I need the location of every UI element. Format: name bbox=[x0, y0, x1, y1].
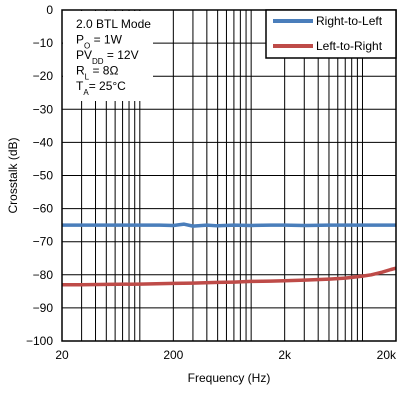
y-tick-label: −20 bbox=[33, 69, 54, 83]
x-tick-labels: 20 200 2k 20k bbox=[55, 348, 397, 362]
y-tick-label: 0 bbox=[46, 3, 53, 17]
series-line-2 bbox=[62, 266, 397, 287]
y-tick-label: −60 bbox=[33, 202, 54, 216]
x-tick-label: 20k bbox=[377, 348, 397, 362]
y-tick-label: −100 bbox=[26, 334, 53, 348]
legend-entry-2: Left-to-Right bbox=[316, 39, 383, 53]
y-tick-label: −90 bbox=[33, 301, 54, 315]
y-tick-labels: 0 −10 −20 −30 −40 −50 −60 −70 −80 −90 −100 bbox=[26, 3, 53, 348]
annotation-line: TA= 25°C bbox=[76, 79, 126, 97]
annotation-line: RL = 8Ω bbox=[76, 64, 118, 82]
x-tick-label: 200 bbox=[163, 348, 183, 362]
annotation-line: PVDD = 12V bbox=[76, 48, 139, 66]
annotation-background bbox=[63, 11, 153, 101]
x-axis-label: Frequency (Hz) bbox=[188, 371, 271, 385]
plot-frame bbox=[61, 9, 397, 342]
y-tick-label: −40 bbox=[33, 135, 54, 149]
legend-box bbox=[265, 9, 397, 59]
x-tick-label: 2k bbox=[278, 348, 292, 362]
series-line-1 bbox=[62, 222, 396, 228]
legend: Right-to-Left Left-to-Right bbox=[265, 9, 397, 59]
annotation-line: 2.0 BTL Mode bbox=[76, 17, 151, 31]
y-tick-label: −80 bbox=[33, 268, 54, 282]
x-tick-label: 20 bbox=[55, 348, 69, 362]
y-tick-label: −10 bbox=[33, 36, 54, 50]
y-tick-label: −50 bbox=[33, 169, 54, 183]
y-axis-label: Crosstalk (dB) bbox=[6, 137, 20, 213]
legend-entry-1: Right-to-Left bbox=[316, 14, 383, 28]
series-layer bbox=[62, 222, 397, 287]
y-tick-label: −30 bbox=[33, 102, 54, 116]
y-tick-label: −70 bbox=[33, 235, 54, 249]
annotation-line: PO = 1W bbox=[76, 33, 123, 51]
